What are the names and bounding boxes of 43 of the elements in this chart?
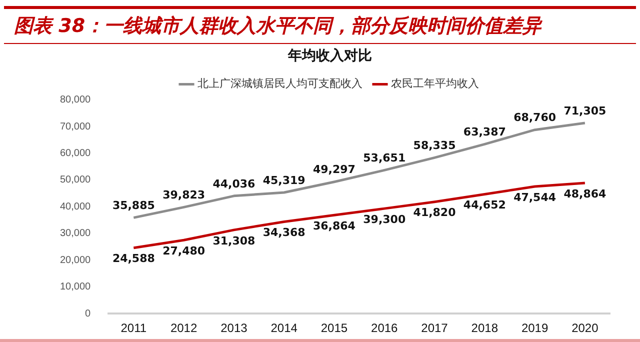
- legend-label: 农民工年平均收入: [391, 77, 479, 90]
- data-label: 49,297: [312, 163, 356, 176]
- data-label: 53,651: [363, 152, 406, 165]
- data-label: 63,387: [463, 126, 506, 139]
- y-tick-label: 80,000: [60, 94, 92, 106]
- x-tick-label: 2011: [120, 321, 147, 336]
- data-label: 34,368: [262, 226, 306, 240]
- data-label: 71,305: [564, 104, 606, 118]
- y-tick-label: 20,000: [60, 254, 92, 266]
- y-tick-label: 60,000: [60, 148, 92, 159]
- data-label: 39,300: [363, 212, 406, 226]
- y-tick-label: 50,000: [60, 174, 92, 186]
- x-tick-label: 2013: [220, 321, 248, 336]
- data-label: 58,335: [413, 139, 456, 152]
- data-label: 48,864: [564, 187, 606, 200]
- chart-title: 图表 38：一线城市人群收入水平不同，部分反映时间价值差异: [4, 6, 636, 44]
- y-tick-label: 0: [85, 308, 92, 320]
- data-label: 41,820: [413, 206, 456, 220]
- x-tick-label: 2012: [170, 321, 198, 336]
- data-label: 68,760: [514, 111, 556, 124]
- x-tick-label: 2018: [471, 321, 498, 336]
- data-label: 39,823: [162, 188, 206, 202]
- x-tick-label: 2015: [320, 321, 348, 336]
- x-tick-label: 2016: [371, 321, 398, 336]
- data-label: 36,864: [312, 219, 356, 232]
- data-label: 45,319: [262, 174, 306, 187]
- chart-subtitle: 年均收入对比: [287, 48, 372, 64]
- data-label: 44,036: [212, 177, 256, 190]
- y-tick-label: 30,000: [60, 228, 92, 240]
- y-tick-label: 40,000: [60, 201, 92, 212]
- x-tick-label: 2014: [270, 321, 298, 336]
- data-label: 47,544: [514, 190, 556, 204]
- data-label: 31,308: [212, 234, 256, 248]
- x-tick-label: 2020: [572, 321, 599, 336]
- legend-label: 北上广深城镇居民人均可支配收入: [198, 77, 362, 90]
- y-tick-label: 70,000: [60, 121, 92, 132]
- data-label: 44,652: [463, 198, 506, 212]
- x-tick-label: 2017: [421, 321, 448, 336]
- data-label: 24,588: [112, 252, 155, 266]
- x-tick-label: 2019: [521, 321, 548, 336]
- data-label: 27,480: [162, 244, 206, 258]
- y-tick-label: 10,000: [60, 282, 92, 293]
- data-label: 35,885: [112, 199, 155, 212]
